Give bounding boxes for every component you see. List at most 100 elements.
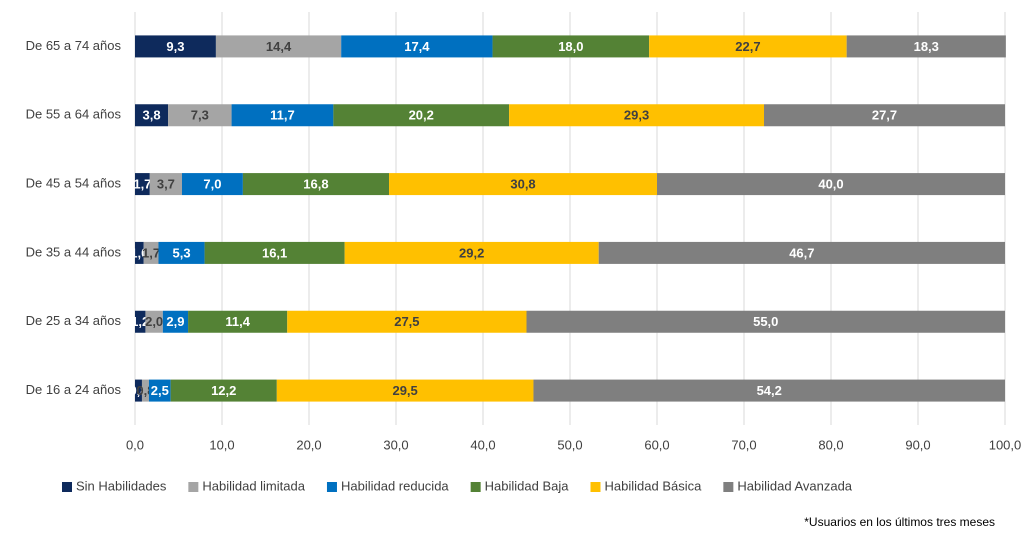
value-label: 2,0 [145,314,163,329]
bar-segment [168,104,232,127]
value-label: 2,5 [151,383,169,398]
x-tick-label: 60,0 [644,437,669,452]
value-label: 22,7 [735,39,760,54]
bar-segment [135,104,169,127]
value-label: 29,5 [392,383,417,398]
value-label: 30,8 [510,177,535,192]
bar-segment [526,310,1005,333]
value-label: 16,8 [303,177,328,192]
x-tick-label: 80,0 [818,437,843,452]
annotation: *Usuarios en los últimos tres meses [804,515,995,529]
value-label: 29,3 [624,108,649,123]
x-tick-label: 50,0 [557,437,582,452]
x-tick-label: 70,0 [731,437,756,452]
value-label: 1,7 [142,245,160,260]
value-label: 7,3 [191,108,209,123]
value-label: 5,3 [173,245,191,260]
bar-segment [158,241,205,264]
bar-segment [598,241,1005,264]
value-label: 29,2 [459,245,484,260]
bar-segment [215,35,342,58]
value-label: 12,2 [211,383,236,398]
value-label: 16,1 [262,245,287,260]
bar-segment [846,35,1006,58]
value-label: 27,5 [394,314,419,329]
bar-segment [162,310,189,333]
legend-label: Habilidad reducida [341,478,449,493]
legend-label: Habilidad Básica [605,478,703,493]
x-tick-label: 40,0 [470,437,495,452]
value-label: 55,0 [753,314,778,329]
legend-swatch [470,482,481,492]
value-label: 46,7 [789,245,814,260]
bar-segment [276,379,534,402]
legend-swatch [723,482,734,492]
bar-segment [149,173,182,196]
y-tick-label: De 55 a 64 años [26,107,122,122]
bar-segment [141,379,149,402]
legend-swatch [590,482,601,492]
value-label: 7,0 [203,177,221,192]
legend-swatch [62,482,72,492]
bar-segment [764,104,1005,127]
bar-segment [135,35,216,58]
y-tick-label: De 35 a 44 años [26,244,122,259]
x-tick-label: 100,0 [989,437,1022,452]
value-label: 27,7 [872,108,897,123]
value-label: 11,7 [270,108,295,123]
bar-segment [143,241,159,264]
bar-segment [287,310,527,333]
bar-segment [492,35,650,58]
legend-label: Habilidad Avanzada [737,478,852,493]
bar-segment [135,310,146,333]
value-label: 3,8 [142,108,160,123]
value-label: 1,2 [131,314,149,329]
legend-swatch [326,482,337,492]
value-label: 9,3 [166,39,184,54]
x-tick-label: 10,0 [209,437,234,452]
x-tick-label: 0,0 [126,437,144,452]
value-label: 11,4 [225,314,250,329]
y-tick-label: De 65 a 74 años [26,38,122,53]
bar-segment [148,379,171,402]
bar-segment [145,310,163,333]
bar-segment [135,241,144,264]
legend-label: Habilidad limitada [202,478,305,493]
bar-segment [344,241,599,264]
bar-segment [170,379,277,402]
bar-segment [188,310,288,333]
value-label: 54,2 [757,383,782,398]
bar-segment [509,104,765,127]
value-label: 3,7 [157,177,175,192]
bar-segment [341,35,493,58]
bar-segment [135,379,142,402]
value-label: 14,4 [266,39,292,54]
bar-segment [333,104,510,127]
x-tick-label: 30,0 [383,437,408,452]
value-label: 40,0 [818,177,843,192]
y-tick-label: De 45 a 54 años [26,176,122,191]
legend-label: Sin Habilidades [76,478,167,493]
legend-swatch [188,482,199,492]
bar-segment [649,35,847,58]
bar-segment [204,241,345,264]
bar-segment [231,104,334,127]
value-label: 18,0 [558,39,583,54]
value-label: 20,2 [409,108,434,123]
value-label: 18,3 [914,39,939,54]
value-label: 2,9 [166,314,184,329]
bar-segment [135,173,150,196]
value-label: 1,7 [133,177,151,192]
value-label: 17,4 [404,39,430,54]
bar-segment [533,379,1005,402]
bar-segment [181,173,243,196]
bar-segment [389,173,657,196]
y-tick-label: De 25 a 34 años [26,313,122,328]
bar-segment [242,173,390,196]
x-tick-label: 90,0 [905,437,930,452]
legend-label: Habilidad Baja [485,478,570,493]
y-tick-label: De 16 a 24 años [26,382,122,397]
x-tick-label: 20,0 [296,437,321,452]
bar-segment [657,173,1005,196]
